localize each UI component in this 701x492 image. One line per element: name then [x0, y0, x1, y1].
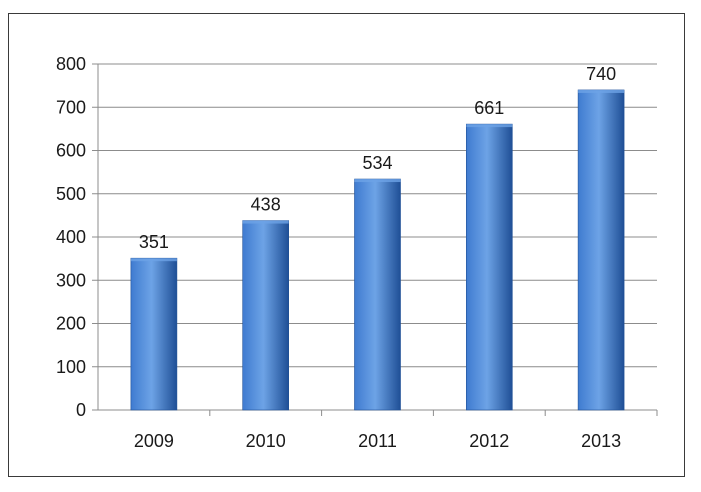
- y-tick-label: 700: [56, 97, 86, 117]
- y-tick-label: 200: [56, 314, 86, 334]
- bar-2010: [242, 220, 289, 411]
- bars: [130, 89, 625, 411]
- bar-2013: [577, 89, 625, 411]
- bar-cap: [130, 258, 177, 262]
- bar-cap: [466, 124, 513, 128]
- data-label-2012: 661: [474, 98, 504, 118]
- y-tick-label: 300: [56, 270, 86, 290]
- data-label-2009: 351: [139, 232, 169, 252]
- y-tick-label: 0: [76, 400, 86, 420]
- chart-frame: [8, 13, 685, 477]
- y-tick-label: 400: [56, 227, 86, 247]
- bar-cap: [242, 220, 289, 224]
- bar-2012: [465, 123, 513, 411]
- y-tick-label: 600: [56, 141, 86, 161]
- x-tick-label: 2010: [246, 431, 286, 451]
- y-tick-label: 500: [56, 184, 86, 204]
- x-tick-label: 2009: [134, 431, 174, 451]
- y-tick-label: 800: [56, 54, 86, 74]
- x-tick-label: 2013: [581, 431, 621, 451]
- bar-cap: [578, 89, 625, 93]
- x-tick-label: 2012: [469, 431, 509, 451]
- y-tick-label: 100: [56, 357, 86, 377]
- data-label-2013: 740: [586, 64, 616, 84]
- data-label-2010: 438: [251, 195, 281, 215]
- labels: 0 100 200 300 400 500 600 700 800 351 2009 438 2010 5…: [56, 54, 621, 451]
- bar-cap: [354, 179, 401, 183]
- bar-2009: [130, 257, 178, 411]
- x-tick-label: 2011: [358, 431, 397, 451]
- data-label-2011: 534: [362, 153, 392, 173]
- bar-2011: [354, 178, 401, 411]
